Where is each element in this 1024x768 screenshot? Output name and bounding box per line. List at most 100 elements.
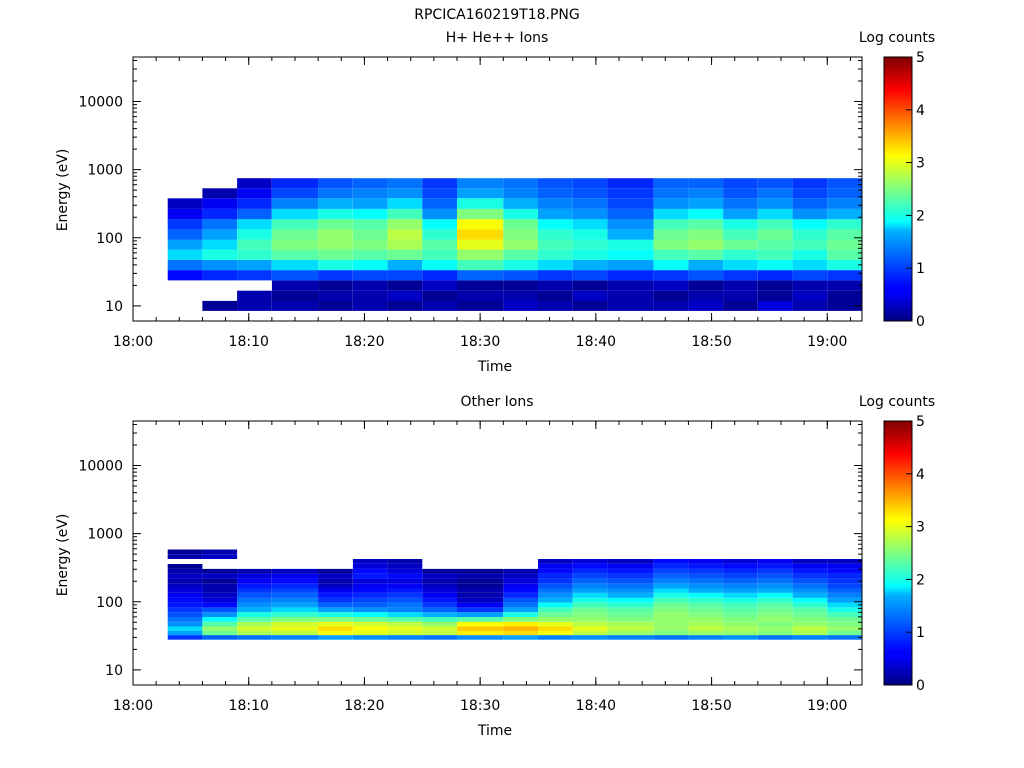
heatmap-cell [572,564,608,569]
heatmap-cell [827,630,862,636]
heatmap-cell [723,583,758,589]
heatmap-cell [792,198,828,209]
heatmap-cell [387,290,423,301]
heatmap-cell [202,578,238,584]
heatmap-cell [827,617,862,622]
heatmap-cell [457,568,504,574]
y-tick-label: 10 [105,299,123,315]
heatmap-cell [757,559,793,564]
heatmap-cell [607,568,654,574]
heatmap-cell [457,578,504,584]
heatmap-cell [792,219,828,230]
heatmap-cell [387,626,423,631]
heatmap-cell [352,229,388,240]
heatmap-cell [237,621,272,627]
heatmap-cell [318,635,353,640]
heatmap-cell [827,621,862,627]
x-axis-label: Time [477,359,512,375]
heatmap-cell [457,621,504,627]
heatmap-cell [457,573,504,579]
heatmap-cell [723,188,758,199]
heatmap-cell [387,249,423,260]
heatmap-cell [167,549,203,555]
heatmap-cell [827,612,862,617]
heatmap-cell [653,219,689,230]
heatmap-cell [422,607,457,613]
y-tick-label: 10 [105,663,123,679]
heatmap-cell [503,612,538,617]
heatmap-cell [827,573,862,579]
heatmap-cell [653,564,689,569]
heatmap-cell [607,617,654,622]
heatmap-cell [387,178,423,189]
heatmap-cell [271,290,319,301]
heatmap-cell [237,259,272,271]
heatmap-cell [422,583,457,589]
heatmap-cell [688,593,724,598]
heatmap-cell [387,612,423,617]
heatmap-cell [457,626,504,631]
heatmap-cell [792,583,828,589]
heatmap-cell [572,612,608,617]
heatmap-cell [457,219,504,230]
heatmap-cell [457,630,504,636]
heatmap-cell [688,597,724,603]
heatmap-cell [538,617,573,622]
heatmap-cell [723,568,758,574]
heatmap-cell [757,593,793,598]
heatmap-cell [503,198,538,209]
heatmap-cell [607,300,654,311]
heatmap-cell [572,597,608,603]
heatmap-cell [237,229,272,240]
heatmap-cell [572,573,608,579]
heatmap-cell [688,568,724,574]
heatmap-cell [271,573,319,579]
heatmap-cell [688,617,724,622]
heatmap-cell [422,229,457,240]
heatmap-cell [167,588,203,593]
heatmap-cell [827,583,862,589]
heatmap-cell [792,564,828,569]
heatmap-cell [607,573,654,579]
heatmap-cell [757,564,793,569]
heatmap-cell [237,593,272,598]
heatmap-cell [167,597,203,603]
heatmap-cell [237,270,272,281]
heatmap-cell [237,630,272,636]
heatmap-cell [723,593,758,598]
heatmap-cell [318,270,353,281]
heatmap-cell [202,249,238,260]
heatmap-cell [202,568,238,574]
heatmap-cell [792,270,828,281]
heatmap-cell [457,635,504,640]
heatmap-cell [607,259,654,271]
heatmap-cell [352,626,388,631]
heatmap-cell [723,259,758,271]
heatmap-cell [572,583,608,589]
heatmap-cell [202,602,238,608]
heatmap-cell [318,239,353,250]
heatmap-cell [607,280,654,291]
heatmap-cell [271,259,319,271]
heatmap-cell [572,630,608,636]
colorbar-label: Log counts [859,30,935,46]
heatmap-cell [422,178,457,189]
heatmap-cell [422,280,457,291]
heatmap-cell [387,239,423,250]
heatmap-cell [503,607,538,613]
heatmap-cell [352,568,388,574]
heatmap-cell [457,259,504,271]
heatmap-cell [271,270,319,281]
heatmap-cell [688,290,724,301]
heatmap-cell [422,249,457,260]
heatmap-cell [757,219,793,230]
panel-h-he-ions: H+ He++ Ions Log counts 18:00 18:10 18:20 1… [55,30,935,375]
heatmap-cell [271,588,319,593]
heatmap-cell [422,208,457,220]
heatmap-cell [792,578,828,584]
heatmap-cell [422,568,457,574]
heatmap-cell [271,621,319,627]
heatmap-cell [572,602,608,608]
heatmap-cell [792,626,828,631]
heatmap-cell [827,635,862,640]
